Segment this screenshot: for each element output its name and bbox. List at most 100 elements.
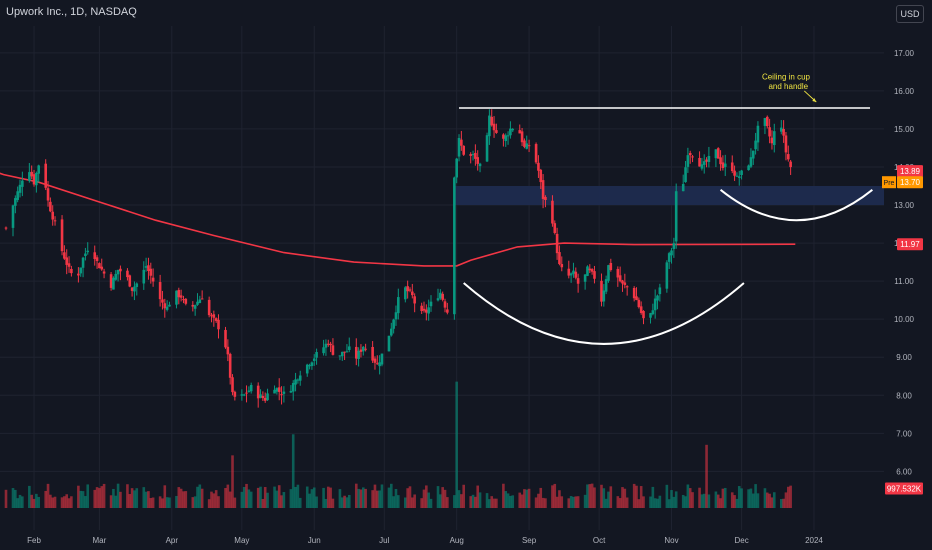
candle-body bbox=[537, 162, 540, 171]
candle-body bbox=[770, 137, 774, 144]
volume-bar bbox=[649, 496, 652, 508]
candle bbox=[308, 363, 311, 370]
candle-body bbox=[411, 291, 414, 296]
candle bbox=[457, 134, 461, 162]
candle-body bbox=[81, 257, 85, 268]
volume-bar bbox=[394, 488, 398, 508]
price-label-text: 997.532K bbox=[887, 484, 922, 493]
candle bbox=[420, 302, 423, 315]
volume-bar bbox=[749, 488, 753, 508]
candle bbox=[534, 142, 538, 165]
volume-bar bbox=[593, 487, 596, 508]
candle bbox=[151, 268, 155, 287]
candle bbox=[182, 295, 185, 304]
candle-body bbox=[207, 299, 211, 316]
candle bbox=[425, 304, 428, 321]
volume-bar bbox=[233, 497, 237, 508]
price-tick-label: 10.00 bbox=[894, 315, 915, 324]
candle bbox=[345, 344, 349, 353]
volume-bars bbox=[4, 381, 792, 508]
candle bbox=[280, 386, 283, 405]
volume-bar bbox=[462, 484, 465, 508]
price-axis-bg bbox=[884, 0, 932, 550]
candle-body bbox=[520, 131, 524, 143]
candle bbox=[789, 159, 792, 175]
candle bbox=[609, 258, 613, 272]
volume-bar bbox=[226, 484, 230, 508]
candle bbox=[567, 260, 571, 279]
candle bbox=[637, 297, 641, 309]
candle-body bbox=[733, 170, 736, 176]
volume-bar bbox=[53, 496, 57, 508]
volume-bar bbox=[789, 485, 792, 508]
volume-bar bbox=[779, 499, 783, 508]
candle bbox=[443, 298, 447, 313]
candle-body bbox=[228, 353, 232, 378]
candle bbox=[474, 144, 477, 166]
candle-body bbox=[460, 139, 463, 146]
volume-bar bbox=[616, 496, 620, 508]
volume-bar bbox=[411, 497, 414, 508]
candle-body bbox=[312, 358, 316, 361]
volume-bar bbox=[751, 493, 755, 508]
candle bbox=[492, 116, 496, 138]
candle-body bbox=[364, 348, 367, 350]
candle-body bbox=[672, 243, 676, 249]
volume-bar bbox=[737, 486, 741, 508]
volume-bar bbox=[457, 490, 461, 508]
volume-bar bbox=[509, 495, 512, 508]
candle bbox=[357, 347, 360, 367]
candle-body bbox=[256, 385, 260, 399]
candle-body bbox=[632, 288, 636, 299]
candle-body bbox=[347, 346, 351, 351]
volume-bar bbox=[149, 498, 153, 508]
volume-bar bbox=[177, 487, 181, 508]
candle-body bbox=[86, 250, 90, 253]
candle-body bbox=[607, 265, 610, 281]
candle-body bbox=[100, 266, 104, 270]
candle bbox=[749, 148, 753, 169]
volume-bar bbox=[240, 491, 244, 508]
candle bbox=[30, 165, 33, 180]
candle bbox=[719, 150, 722, 171]
candle-body bbox=[329, 343, 332, 346]
candle-body bbox=[149, 268, 153, 276]
candle-body bbox=[326, 343, 330, 345]
volume-bar bbox=[44, 490, 47, 508]
volume-bar bbox=[266, 492, 269, 508]
volume-bar bbox=[658, 495, 662, 508]
volume-bar bbox=[716, 494, 720, 508]
candle-body bbox=[114, 273, 118, 280]
candle bbox=[471, 150, 475, 161]
volume-bar bbox=[425, 485, 428, 508]
candle bbox=[343, 351, 346, 361]
volume-bar bbox=[387, 487, 391, 508]
candle bbox=[347, 337, 351, 353]
volume-bar bbox=[133, 490, 136, 508]
volume-bar bbox=[625, 497, 629, 508]
volume-bar bbox=[228, 491, 232, 508]
candle-body bbox=[567, 268, 571, 276]
candle bbox=[406, 280, 409, 299]
price-tick-label: 7.00 bbox=[896, 429, 912, 438]
candle-body bbox=[637, 299, 641, 308]
price-label-box bbox=[897, 238, 923, 251]
candle bbox=[70, 265, 73, 277]
volume-bar bbox=[572, 496, 575, 508]
candle-body bbox=[163, 303, 167, 309]
volume-bar bbox=[667, 499, 671, 508]
currency-button[interactable]: USD bbox=[896, 5, 924, 23]
candle bbox=[249, 382, 253, 394]
volume-bar bbox=[786, 486, 790, 508]
volume-bar bbox=[429, 498, 433, 508]
support-zone bbox=[454, 186, 887, 206]
candle bbox=[168, 301, 171, 307]
candle-body bbox=[198, 299, 202, 303]
cup-curve bbox=[463, 282, 745, 345]
candle bbox=[67, 256, 71, 273]
candle bbox=[394, 305, 398, 326]
candle bbox=[476, 150, 480, 171]
candle bbox=[506, 131, 510, 145]
candle bbox=[147, 257, 150, 280]
